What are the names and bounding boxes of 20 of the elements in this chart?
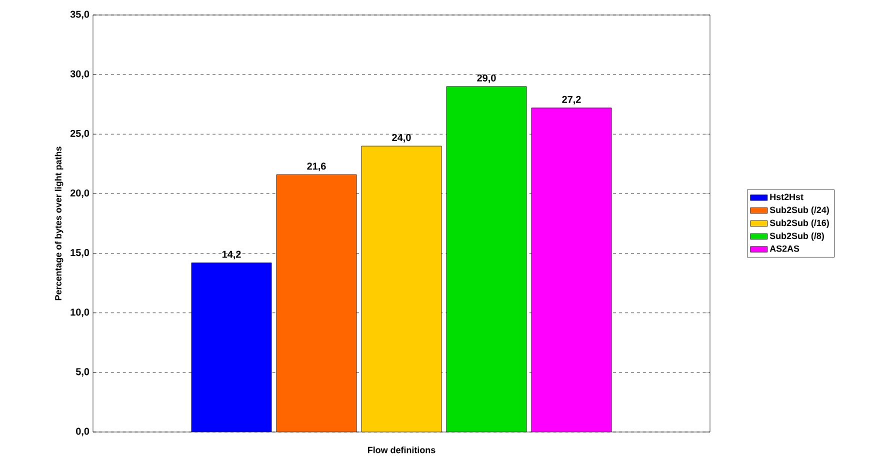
y-tick-label: 30,0: [70, 70, 90, 79]
y-tick-label: 5,0: [76, 368, 90, 377]
y-tick-label: 35,0: [70, 10, 90, 20]
legend-label: Sub2Sub (/16): [770, 220, 829, 228]
data-label: 14,2: [222, 250, 241, 260]
x-axis-title: Flow definitions: [368, 446, 436, 454]
legend-label: Sub2Sub (/24): [770, 206, 829, 215]
y-axis-title: Percentage of bytes over light paths: [54, 146, 64, 300]
data-label: 29,0: [477, 74, 496, 83]
y-tick-label: 15,0: [70, 249, 90, 258]
data-label: 24,0: [392, 134, 411, 143]
legend-label: Sub2Sub (/8): [770, 232, 824, 241]
legend-label: AS2AS: [770, 245, 800, 252]
data-label: 21,6: [307, 162, 326, 172]
legend-label: Hst2Hst: [770, 194, 804, 200]
data-label: 27,2: [562, 96, 581, 104]
y-tick-label: 0,0: [76, 428, 90, 436]
y-tick-label: 10,0: [70, 308, 90, 318]
y-tick-label: 25,0: [70, 130, 90, 138]
y-tick-label: 20,0: [70, 189, 90, 198]
